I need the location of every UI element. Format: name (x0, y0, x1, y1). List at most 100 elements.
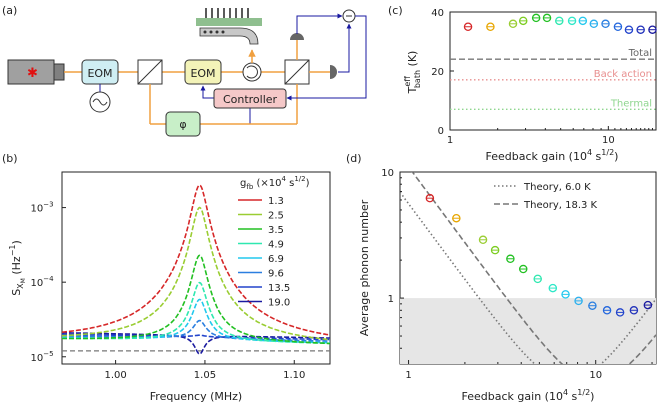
eom2-block (184, 59, 222, 85)
controller-label: Controller (223, 93, 278, 106)
panel-c-label: (c) (388, 4, 403, 17)
panel-b-legend-label: 2.5 (268, 211, 284, 222)
panel-c-point (463, 22, 473, 31)
panel-d-point (533, 274, 542, 284)
detector-2-icon (330, 65, 337, 79)
panel-b-series-13.5 (62, 333, 330, 341)
panel-b-xtick-label: 1.05 (194, 370, 216, 381)
panel-c-ytick-label: 40 (431, 8, 444, 19)
panel-b-ytick-label: 10−3 (30, 201, 53, 215)
panel-d-point (602, 306, 612, 315)
panel-d-point (615, 308, 625, 317)
panel-d-point (629, 306, 639, 315)
panel-b-ylabel: SXM (Hz−1) (8, 240, 27, 296)
panel-d-point (643, 300, 653, 310)
panel-b-series-3.5 (62, 254, 330, 345)
panel-d-point (588, 301, 597, 310)
panel-c-point (555, 16, 564, 26)
panel-c-xtick-label: 10 (602, 135, 615, 146)
panel-d-shaded-region (400, 298, 656, 364)
panel-d-legend-label: Theory, 6.0 K (523, 182, 591, 193)
panel-d-point (478, 235, 488, 245)
detector-1-icon (290, 33, 304, 40)
panel-c-xtick-label: 1 (447, 135, 453, 146)
panel-d-point (506, 254, 515, 264)
panel-d-legend: Theory, 6.0 K Theory, 18.3 K (494, 182, 598, 211)
panel-d-ytick-label: 10 (381, 168, 394, 179)
panel-b-series-2.5 (62, 206, 330, 341)
panel-c-refline-label: Back action (594, 69, 652, 80)
panel-d-point (518, 264, 528, 274)
panel-c-point (531, 13, 541, 23)
panel-c-xlabel: Feedback gain (104 s1/2) (486, 148, 619, 163)
panel-c-point (613, 22, 623, 31)
panel-b-xlabel: Frequency (MHz) (150, 390, 242, 403)
panel-c-point (542, 13, 552, 23)
panel-c-plot: Total Back action Thermal (450, 13, 657, 111)
panel-b-legend-label: 9.6 (268, 269, 284, 280)
phase-block (165, 111, 201, 137)
panel-b-ticks: 1.00 1.05 1.10 10−5 10−4 10−3 (30, 201, 305, 381)
panel-b-series-19.0 (62, 332, 330, 355)
panel-d-plot (400, 172, 656, 364)
panel-b-ytick-label: 10−4 (30, 275, 54, 289)
panel-d-point (490, 245, 500, 255)
panel-d-label: (d) (346, 152, 362, 165)
panel-d-ytick-label: 1 (388, 294, 394, 305)
panel-c-point (486, 22, 495, 31)
panel-c-point (624, 25, 634, 34)
panel-d-point (425, 193, 435, 203)
panel-b-series-1.3 (62, 184, 330, 336)
panel-b-legend-label: 3.5 (268, 225, 284, 236)
panel-b-axes (61, 171, 331, 365)
panel-c-point (578, 16, 588, 26)
panel-b-legend-title: gfb (×104 s1/2) (240, 175, 310, 191)
panel-d-point (561, 290, 570, 299)
panel-b-xtick-label: 1.10 (283, 370, 305, 381)
panel-d-xtick-label: 10 (589, 370, 602, 381)
panel-d-point (574, 296, 583, 306)
panel-c-refline-label: Total (628, 48, 652, 59)
panel-d-point (452, 213, 461, 223)
panel-b-legend-label: 4.9 (268, 240, 284, 251)
panel-c-point (518, 16, 528, 26)
panel-b-curves (62, 184, 330, 355)
panel-b-legend-label: 13.5 (268, 283, 290, 294)
panel-d-ylabel: Average phonon number (358, 199, 371, 336)
panel-b-legend: gfb (×104 s1/2) 1.3 2.5 3.5 4.9 6.9 9.6 13.5 19.… (238, 175, 310, 309)
eom1-label: EOM (87, 67, 112, 80)
panel-d-theory-6K (400, 191, 656, 364)
panel-a: (a) ✱ EOM EOM (2, 4, 367, 137)
eom2-label: EOM (190, 67, 215, 80)
laser-icon: ✱ (7, 59, 65, 85)
panel-d-xlabel: Feedback gain (104 s1/2) (462, 388, 595, 403)
panel-c-ylabel: Teffbath (K) (403, 51, 422, 95)
svg-text:✱: ✱ (27, 66, 38, 81)
panel-d: (d) 1 1 10 10 Feedback gain (104 s1/2) Aver… (346, 152, 657, 403)
panel-a-label: (a) (2, 4, 17, 17)
panel-c-refline-label: Thermal (610, 98, 652, 109)
panel-b-label: (b) (2, 152, 18, 165)
panel-c-point (636, 25, 645, 34)
controller-block (213, 88, 287, 109)
panel-b: (b) 1.00 1.05 1.10 10−5 10−4 10−3 Frequency (… (2, 152, 331, 403)
panel-b-legend-label: 6.9 (268, 254, 284, 265)
device-icon (196, 8, 262, 45)
panel-d-point (548, 283, 558, 293)
phase-label: φ (179, 118, 186, 131)
panel-d-legend-label: Theory, 18.3 K (523, 200, 598, 211)
panel-c-ticks: 0 20 40 1 10 (431, 8, 657, 146)
panel-c-point (648, 25, 657, 34)
panel-b-legend-label: 19.0 (268, 298, 290, 309)
panel-b-ytick-label: 10−5 (30, 350, 53, 364)
panel-b-legend-label: 1.3 (268, 196, 284, 207)
panel-c-point (508, 19, 518, 29)
panel-b-xtick-label: 1.00 (104, 370, 126, 381)
panel-c-point (589, 19, 599, 29)
panel-c-point (567, 16, 577, 26)
panel-c-point (601, 19, 610, 29)
panel-d-xtick-label: 1 (405, 370, 411, 381)
panel-d-ticks: 1 1 10 10 (381, 168, 653, 381)
panel-c: (c) Total Back action Thermal 0 20 40 1 10 Fee… (388, 4, 657, 163)
